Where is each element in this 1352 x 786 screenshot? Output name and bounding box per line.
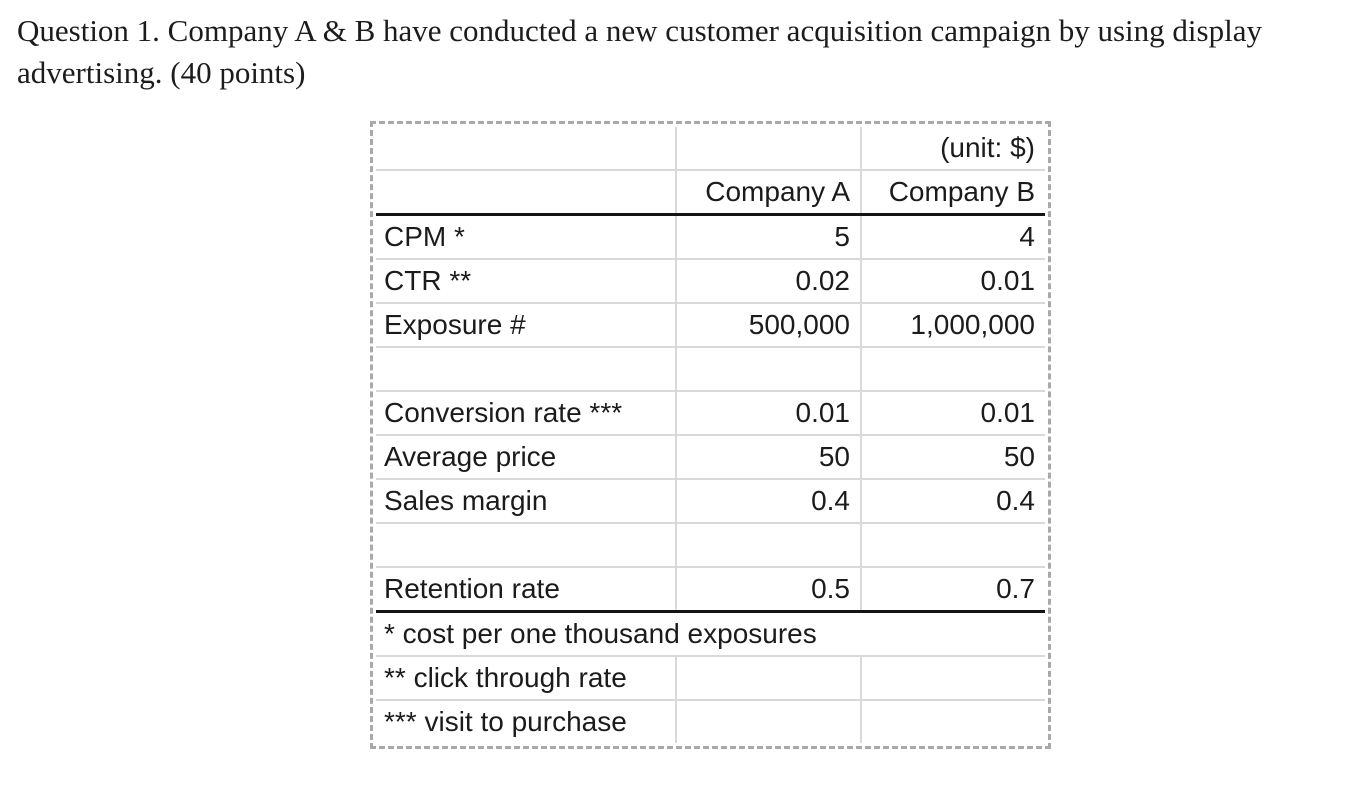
- unit-row: (unit: $): [376, 127, 1045, 171]
- data-table: (unit: $) Company A Company B CPM * 5 4 …: [376, 127, 1045, 743]
- cell-empty: [860, 523, 1045, 568]
- cell-empty: [860, 700, 1045, 743]
- footnote-text: * cost per one thousand exposures: [376, 611, 1045, 657]
- question-text: Question 1. Company A & B have conducted…: [0, 0, 1352, 94]
- value-company-a: 0.5: [675, 567, 861, 613]
- cell-empty: [675, 656, 861, 701]
- table-row-conversion-rate: Conversion rate *** 0.01 0.01: [376, 391, 1045, 436]
- row-label: Exposure #: [376, 303, 676, 348]
- cell-empty: [376, 523, 676, 568]
- value-company-a: 5: [675, 214, 861, 260]
- cell-empty: [675, 700, 861, 743]
- footnote-row-3: *** visit to purchase: [376, 700, 1045, 743]
- cell-empty: [675, 127, 861, 171]
- value-company-b: 4: [860, 214, 1045, 260]
- cell-empty: [860, 347, 1045, 392]
- value-company-a: 500,000: [675, 303, 861, 348]
- question-line-1: Question 1. Company A & B have conducted…: [17, 13, 1262, 48]
- row-label: CTR **: [376, 259, 676, 304]
- footnote-text: *** visit to purchase: [384, 705, 627, 737]
- header-company-a: Company A: [675, 170, 861, 216]
- cell-empty: [376, 170, 676, 216]
- table-row-sales-margin: Sales margin 0.4 0.4: [376, 479, 1045, 524]
- table-row-blank: [376, 523, 1045, 568]
- row-label: Retention rate: [376, 567, 676, 613]
- table-row-cpm: CPM * 5 4: [376, 214, 1045, 260]
- footnote-text: ** click through rate: [376, 656, 676, 701]
- header-row: Company A Company B: [376, 170, 1045, 216]
- value-company-b: 0.7: [860, 567, 1045, 613]
- table-row-ctr: CTR ** 0.02 0.01: [376, 259, 1045, 304]
- value-company-a: 50: [675, 435, 861, 480]
- value-company-b: 50: [860, 435, 1045, 480]
- row-label: CPM *: [376, 214, 676, 260]
- cell-empty: [376, 347, 676, 392]
- value-company-b: 1,000,000: [860, 303, 1045, 348]
- cell-empty: [675, 347, 861, 392]
- row-label: Conversion rate ***: [376, 391, 676, 436]
- cell-empty: [675, 523, 861, 568]
- question-line-2: advertising. (40 points): [17, 55, 306, 90]
- value-company-b: 0.01: [860, 259, 1045, 304]
- cell-empty: [860, 656, 1045, 701]
- value-company-b: 0.4: [860, 479, 1045, 524]
- row-label: Average price: [376, 435, 676, 480]
- row-label: Sales margin: [376, 479, 676, 524]
- value-company-a: 0.4: [675, 479, 861, 524]
- footnote-row-2: ** click through rate: [376, 656, 1045, 701]
- table-row-exposure: Exposure # 500,000 1,000,000: [376, 303, 1045, 348]
- header-company-b: Company B: [860, 170, 1045, 216]
- table-row-blank: [376, 347, 1045, 392]
- unit-note: (unit: $): [860, 127, 1045, 171]
- value-company-a: 0.02: [675, 259, 861, 304]
- table-row-retention-rate: Retention rate 0.5 0.7: [376, 567, 1045, 613]
- footnote-row-1: * cost per one thousand exposures: [376, 611, 1045, 657]
- value-company-b: 0.01: [860, 391, 1045, 436]
- cell-empty: [376, 127, 676, 171]
- value-company-a: 0.01: [675, 391, 861, 436]
- table-row-average-price: Average price 50 50: [376, 435, 1045, 480]
- spreadsheet-selection-marquee: (unit: $) Company A Company B CPM * 5 4 …: [370, 121, 1051, 749]
